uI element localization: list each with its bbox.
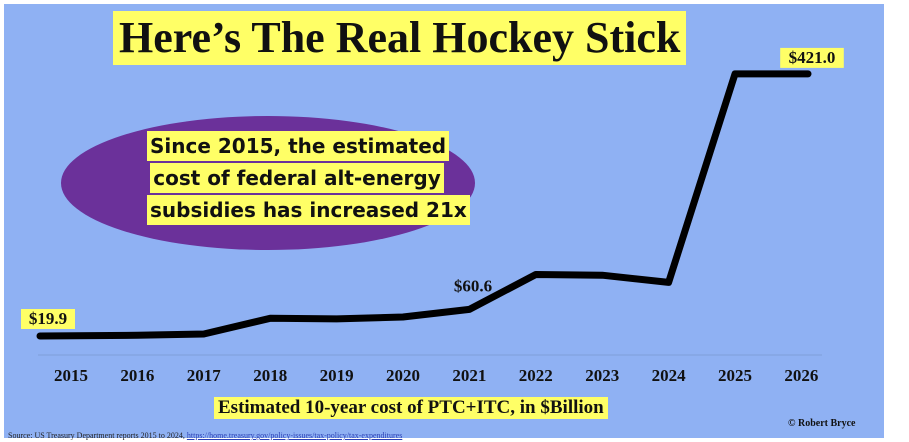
callout-line-3: subsidies has increased 21x xyxy=(147,195,470,225)
data-label: $60.6 xyxy=(454,276,492,295)
data-label: $421.0 xyxy=(789,48,836,67)
x-tick-labels: 2015 2016 2017 2018 2019 2020 2021 2022 2023 2024… xyxy=(54,366,818,385)
series-line-layer xyxy=(36,70,812,340)
chart-title: Here’s The Real Hockey Stick xyxy=(113,11,687,65)
x-tick-label: 2026 xyxy=(784,366,818,385)
x-tick-label: 2020 xyxy=(386,366,420,385)
callout-line-1: Since 2015, the estimated xyxy=(147,131,450,161)
data-label-group: $421.0 xyxy=(780,47,844,68)
data-label-group: $60.6 xyxy=(454,276,492,295)
x-axis-label: Estimated 10-year cost of PTC+ITC, in $B… xyxy=(214,397,608,419)
data-label-group: $19.9 xyxy=(21,309,75,329)
callout-line-2: cost of federal alt-energy xyxy=(150,163,444,193)
source-text: Source: US Treasury Department reports 2… xyxy=(8,431,187,440)
x-tick-label: 2017 xyxy=(187,366,222,385)
callout: Since 2015, the estimated cost of federa… xyxy=(147,130,470,226)
data-label-highlight xyxy=(780,47,844,68)
credit-text: © Robert Bryce xyxy=(788,418,856,429)
x-tick-label: 2016 xyxy=(120,366,154,385)
source-note: Source: US Treasury Department reports 2… xyxy=(8,431,402,440)
x-tick-label: 2022 xyxy=(519,366,553,385)
x-tick-label: 2019 xyxy=(320,366,354,385)
x-tick-label: 2023 xyxy=(585,366,619,385)
series-line xyxy=(36,70,812,340)
x-tick-label: 2015 xyxy=(54,366,88,385)
data-labels: $19.9 $60.6 $421.0 xyxy=(21,47,844,329)
data-label: $19.9 xyxy=(29,309,67,328)
x-tick-label: 2018 xyxy=(253,366,287,385)
source-link[interactable]: https://home.treasury.gov/policy-issues/… xyxy=(186,431,403,440)
x-tick-label: 2025 xyxy=(718,366,752,385)
x-tick-label: 2021 xyxy=(452,366,486,385)
data-label-highlight xyxy=(21,309,75,329)
x-tick-label: 2024 xyxy=(652,366,687,385)
